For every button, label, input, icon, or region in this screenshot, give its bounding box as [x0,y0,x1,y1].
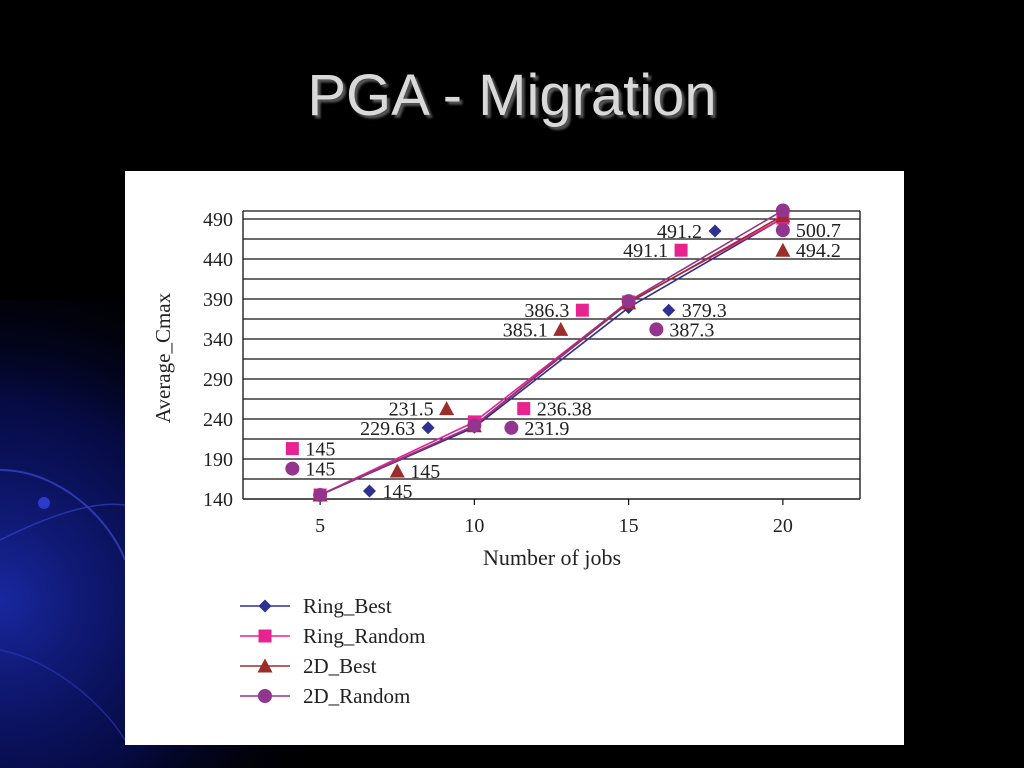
legend: Ring_Best Ring_Random 2D_Best 2D_Random [240,594,426,708]
data-label: 229.63 [360,418,415,440]
y-tick-label: 340 [203,329,233,351]
series-line-2d-random [319,209,784,496]
data-label: 494.2 [796,240,841,262]
y-tick-label: 490 [203,209,233,231]
legend-entry: Ring_Random [303,624,426,648]
data-label: 386.3 [524,300,569,322]
axes: 140 190 240 290 340 390 440 490 5 10 15 20 [203,209,861,537]
y-tick-label: 240 [203,409,233,431]
data-labels: 145145145145229.63236.38231.5231.9379.33… [285,220,841,503]
annotation-marker [649,322,664,337]
annotation-marker [674,243,688,257]
legend-marker [257,658,273,673]
y-tick-label: 190 [203,449,233,471]
legend-entry: 2D_Random [303,684,410,708]
legend-entry: 2D_Best [303,654,377,678]
x-axis-title: Number of jobs [483,545,621,570]
x-tick-label: 10 [464,515,484,537]
data-point [313,488,328,502]
annotation-marker [389,463,405,478]
annotation-marker [662,303,676,317]
legend-marker [258,599,272,613]
y-tick-label: 440 [203,249,233,271]
annotation-marker [775,242,791,257]
chart-panel: 140 190 240 290 340 390 440 490 5 10 15 20 145 145 14… [125,171,904,745]
annotation-marker [775,223,790,238]
y-tick-label: 390 [203,289,233,311]
x-tick-label: 5 [315,515,325,537]
data-label: 145 [382,481,412,503]
legend-marker [258,629,272,643]
annotation-marker [439,401,455,416]
data-label: 145 [305,459,335,481]
slide-title: PGA - Migration [307,63,717,128]
annotation-marker [362,484,376,498]
annotation-marker [553,321,569,336]
data-markers [312,203,791,502]
x-tick-label: 15 [619,515,639,537]
series-line-ring-random [319,217,784,496]
data-point [775,203,790,218]
annotation-marker [285,442,299,456]
data-label: 145 [410,461,440,483]
y-tick-label: 290 [203,369,233,391]
x-tick-label: 20 [773,515,793,537]
data-label: 387.3 [669,319,714,341]
y-tick-label: 140 [203,489,233,511]
grid-lines [243,210,860,500]
data-label: 231.5 [389,399,434,421]
data-label: 500.7 [796,220,841,242]
annotation-marker [708,224,722,238]
annotation-marker [285,461,300,476]
data-label: 385.1 [503,319,548,341]
legend-marker [258,689,272,703]
data-label: 145 [305,439,335,461]
annotation-marker [517,402,531,416]
data-label: 379.3 [682,300,727,322]
y-axis-title: Average_Cmax [151,292,175,423]
annotation-marker [504,420,519,435]
data-point [621,294,636,309]
data-label: 236.38 [537,399,592,421]
annotation-marker [575,303,589,317]
data-point [467,418,482,433]
data-label: 491.1 [623,240,668,262]
data-label: 491.2 [657,221,702,243]
annotation-marker [421,421,435,435]
data-label: 231.9 [524,418,569,440]
legend-entry: Ring_Best [303,594,392,618]
series-lines [319,209,784,496]
